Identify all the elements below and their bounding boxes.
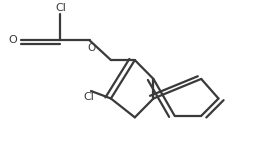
Text: O: O (87, 43, 95, 53)
Text: Cl: Cl (83, 93, 94, 102)
Text: O: O (8, 35, 17, 45)
Text: Cl: Cl (55, 3, 66, 13)
